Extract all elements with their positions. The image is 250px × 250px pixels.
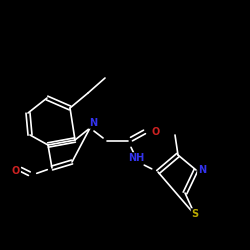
Text: N: N — [198, 165, 206, 175]
Text: O: O — [12, 166, 20, 176]
Text: N: N — [89, 118, 97, 128]
Text: NH: NH — [128, 153, 144, 163]
Text: O: O — [152, 127, 160, 137]
Text: S: S — [192, 209, 198, 219]
